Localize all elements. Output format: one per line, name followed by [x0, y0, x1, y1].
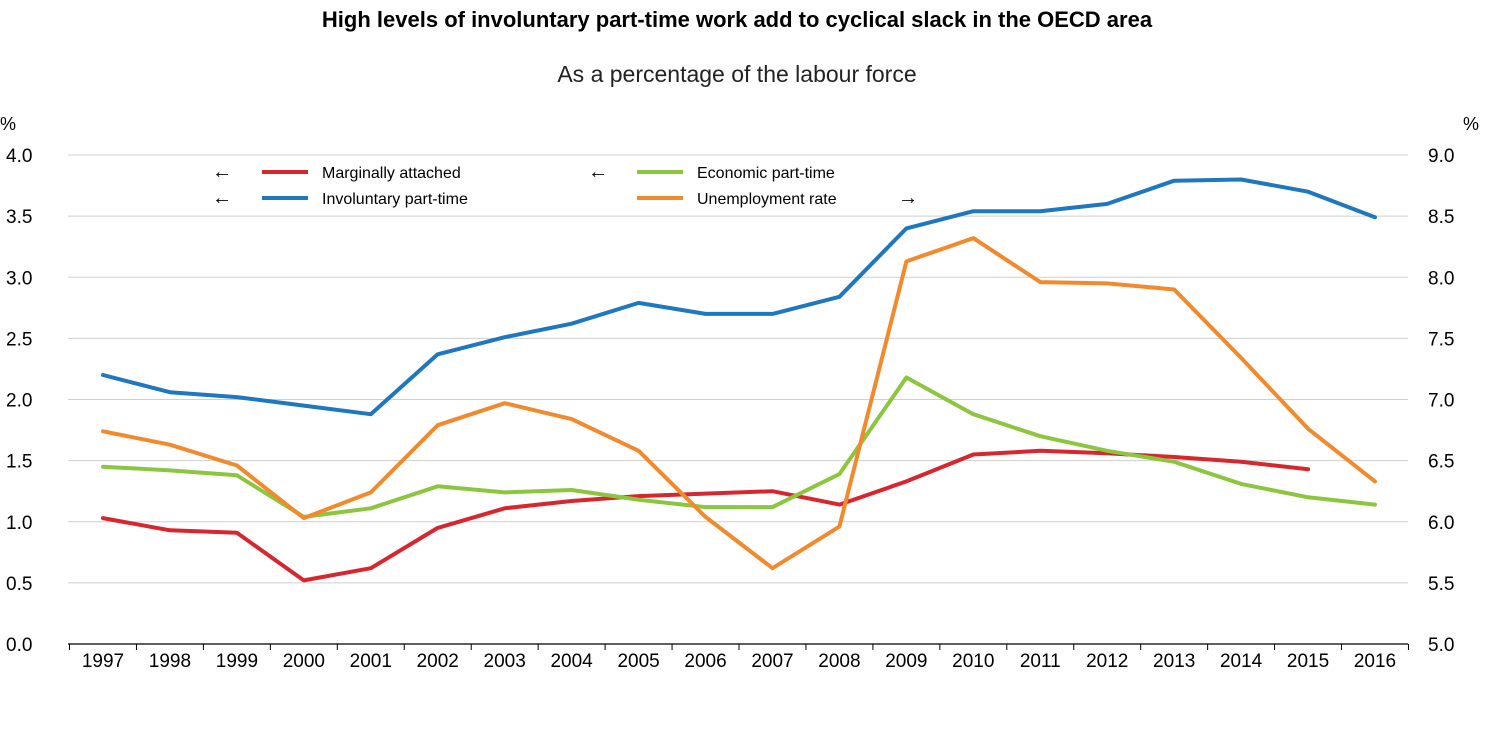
x-tick-label: 2004	[550, 651, 593, 672]
x-tick-label: 2012	[1086, 651, 1128, 672]
legend-label-unemployment-rate: Unemployment rate	[697, 191, 837, 208]
x-tick-label: 1997	[82, 651, 124, 672]
legend-label-involuntary-part-time: Involuntary part-time	[322, 191, 468, 208]
left-tick-label: 2.5	[6, 329, 32, 350]
chart-subtitle: As a percentage of the labour force	[557, 61, 916, 87]
legend-arrow-economic-part-time: ←	[588, 161, 608, 183]
x-tick-label: 2009	[885, 651, 927, 672]
x-tick-label: 1998	[149, 651, 191, 672]
right-axis-unit: %	[1463, 114, 1479, 134]
left-tick-label: 1.0	[6, 513, 32, 534]
series-line-economic-part-time	[101, 375, 1377, 519]
left-tick-label: 3.0	[6, 268, 32, 289]
legend-arrow-involuntary-part-time: ←	[212, 187, 232, 209]
right-tick-label: 7.5	[1428, 329, 1454, 350]
x-tick-label: 2013	[1153, 651, 1195, 672]
legend-arrow-unemployment-rate: →	[898, 187, 918, 209]
legend: ← Marginally attached ← Involuntary part-ti…	[212, 161, 918, 209]
left-axis-unit: %	[0, 114, 16, 134]
x-tick-label: 2011	[1020, 651, 1061, 672]
x-tick-label: 2003	[484, 651, 526, 672]
right-tick-label: 7.0	[1428, 391, 1454, 412]
right-tick-label: 5.5	[1428, 574, 1454, 595]
x-tick-label: 2008	[818, 651, 860, 672]
right-tick-label: 5.0	[1428, 635, 1454, 656]
left-tick-label: 4.0	[6, 146, 32, 167]
left-tick-label: 0.0	[6, 635, 32, 656]
x-tick-label: 2005	[617, 651, 659, 672]
x-tick-label: 2007	[751, 651, 793, 672]
legend-label-marginally-attached: Marginally attached	[322, 165, 461, 182]
right-tick-label: 6.0	[1428, 513, 1454, 534]
x-tick-label: 2014	[1220, 651, 1263, 672]
x-tick-label: 2016	[1354, 651, 1396, 672]
right-tick-label: 8.0	[1428, 268, 1454, 289]
left-tick-label: 1.5	[6, 452, 32, 473]
chart-title: High levels of involuntary part-time wor…	[322, 7, 1153, 32]
x-tick-label: 1999	[216, 651, 258, 672]
x-tick-label: 2001	[350, 651, 392, 672]
x-tick-label: 2015	[1287, 651, 1329, 672]
right-tick-label: 9.0	[1428, 146, 1454, 167]
gridlines	[68, 154, 1408, 584]
legend-arrow-marginally-attached: ←	[212, 161, 232, 183]
left-tick-label: 3.5	[6, 207, 32, 228]
x-tick-label: 2010	[952, 651, 994, 672]
left-tick-label: 0.5	[6, 574, 32, 595]
series-lines	[101, 177, 1377, 583]
series-line-unemployment-rate	[101, 236, 1377, 571]
x-tick-label: 2000	[283, 651, 325, 672]
legend-label-economic-part-time: Economic part-time	[697, 165, 835, 182]
right-tick-label: 8.5	[1428, 207, 1454, 228]
x-tick-label: 2006	[684, 651, 726, 672]
right-tick-label: 6.5	[1428, 452, 1454, 473]
x-tick-label: 2002	[417, 651, 459, 672]
left-tick-label: 2.0	[6, 391, 32, 412]
series-line-involuntary-part-time	[101, 177, 1377, 417]
series-line-marginally-attached	[101, 448, 1311, 583]
axes: 0.0 0.5 1.0 1.5 2.0 2.5 3.0 3.5 4.0 5.0 5.5 6.0 6.5 7…	[6, 146, 1454, 672]
